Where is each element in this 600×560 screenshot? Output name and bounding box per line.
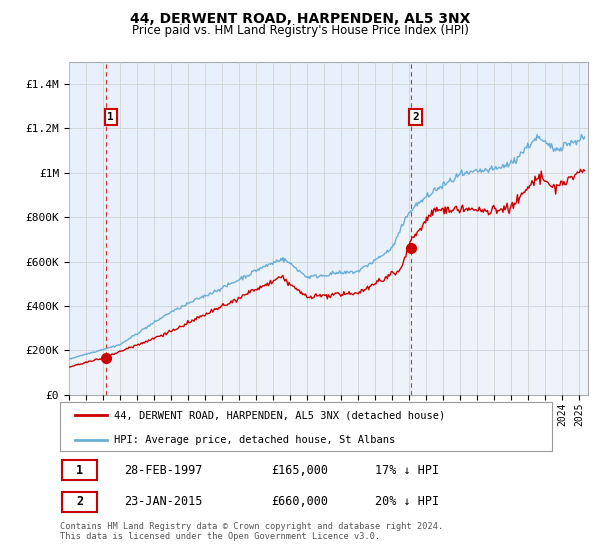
FancyBboxPatch shape xyxy=(60,402,552,451)
Text: HPI: Average price, detached house, St Albans: HPI: Average price, detached house, St A… xyxy=(114,435,395,445)
FancyBboxPatch shape xyxy=(62,492,97,512)
FancyBboxPatch shape xyxy=(62,460,97,480)
Text: 44, DERWENT ROAD, HARPENDEN, AL5 3NX (detached house): 44, DERWENT ROAD, HARPENDEN, AL5 3NX (de… xyxy=(114,410,445,421)
Text: 2: 2 xyxy=(76,495,83,508)
Text: 17% ↓ HPI: 17% ↓ HPI xyxy=(375,464,439,477)
Text: £165,000: £165,000 xyxy=(272,464,329,477)
Text: Price paid vs. HM Land Registry's House Price Index (HPI): Price paid vs. HM Land Registry's House … xyxy=(131,24,469,36)
Text: 23-JAN-2015: 23-JAN-2015 xyxy=(124,495,202,508)
Text: 1: 1 xyxy=(107,112,114,122)
Text: £660,000: £660,000 xyxy=(272,495,329,508)
Text: 1: 1 xyxy=(76,464,83,477)
Text: 20% ↓ HPI: 20% ↓ HPI xyxy=(375,495,439,508)
Text: 28-FEB-1997: 28-FEB-1997 xyxy=(124,464,202,477)
Text: 2: 2 xyxy=(412,112,419,122)
Text: 44, DERWENT ROAD, HARPENDEN, AL5 3NX: 44, DERWENT ROAD, HARPENDEN, AL5 3NX xyxy=(130,12,470,26)
Text: Contains HM Land Registry data © Crown copyright and database right 2024.
This d: Contains HM Land Registry data © Crown c… xyxy=(60,522,443,542)
